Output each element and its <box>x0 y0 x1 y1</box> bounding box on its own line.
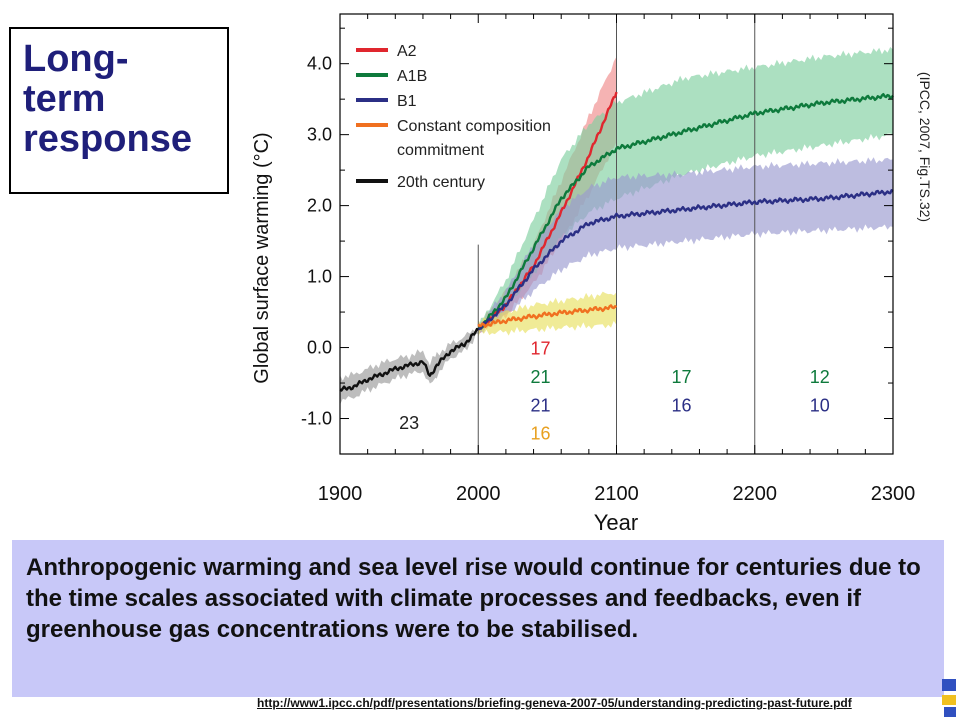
y-tick-label: -1.0 <box>301 409 332 429</box>
source-reference-text: (IPCC, 2007, Fig.TS.32) <box>917 71 933 223</box>
y-axis-label: Global surface warming (°C) <box>251 132 273 383</box>
century-divider-lines <box>477 14 756 454</box>
x-tick-label: 2200 <box>733 483 778 505</box>
x-tick-label: 2300 <box>871 483 916 505</box>
model-count-annotations: 23 17 21 21 16 17 16 12 10 <box>399 339 830 444</box>
legend-label-constant-composition-commitment: commitment <box>397 142 485 159</box>
line-a1b <box>477 93 894 331</box>
y-tick-label: 0.0 <box>307 338 332 358</box>
x-tick-label: 2100 <box>594 483 639 505</box>
legend-label-a1b: A1B <box>397 68 427 85</box>
series-lines <box>339 91 894 392</box>
model-count-label: 17 <box>671 367 691 387</box>
title-line-3: response <box>23 118 192 160</box>
y-tick-label: 4.0 <box>307 54 332 74</box>
model-count-label: 21 <box>530 395 550 415</box>
line-constant-composition-commitment <box>477 304 618 328</box>
caption-box: Anthropogenic warming and sea level rise… <box>12 540 944 697</box>
line-20th-century <box>339 327 479 392</box>
slide-title: Long- term response <box>9 27 229 194</box>
x-tick-label: 1900 <box>318 483 363 505</box>
model-count-label: 21 <box>530 367 550 387</box>
title-line-2: term <box>23 78 106 120</box>
source-url[interactable]: http://www1.ipcc.ch/pdf/presentations/br… <box>257 696 852 710</box>
band-a1b <box>478 47 893 331</box>
x-tick-label: 2000 <box>456 483 501 505</box>
legend-label-a2: A2 <box>397 43 417 60</box>
x-axis-label: Year <box>594 510 638 535</box>
model-count-label: 16 <box>530 424 550 444</box>
model-count-label: 17 <box>530 339 550 359</box>
caption-text: Anthropogenic warming and sea level rise… <box>26 554 921 643</box>
y-tick-label: 1.0 <box>307 267 332 287</box>
legend: A2 A1B B1 Constant composition commitment 20t… <box>356 43 551 191</box>
y-tick-label: 3.0 <box>307 125 332 145</box>
legend-label-b1: B1 <box>397 93 417 110</box>
title-line-1: Long- <box>23 38 129 80</box>
legend-label-20th-century: 20th century <box>397 174 485 191</box>
model-count-label: 10 <box>810 395 830 415</box>
line-b1 <box>477 189 894 331</box>
y-tick-label: 2.0 <box>307 196 332 216</box>
axis-tick-labels: -1.0 0.0 1.0 2.0 3.0 4.0 1900 2000 2100 2200 2300 <box>301 54 915 505</box>
legend-label-constant-composition-commitment: Constant composition <box>397 118 551 135</box>
source-reference: (IPCC, 2007, Fig.TS.32) <box>905 52 945 242</box>
model-count-label: 23 <box>399 413 419 433</box>
axis-ticks <box>339 14 894 455</box>
model-count-label: 16 <box>671 395 691 415</box>
model-count-label: 12 <box>810 367 830 387</box>
corner-logo-decoration <box>942 679 956 717</box>
